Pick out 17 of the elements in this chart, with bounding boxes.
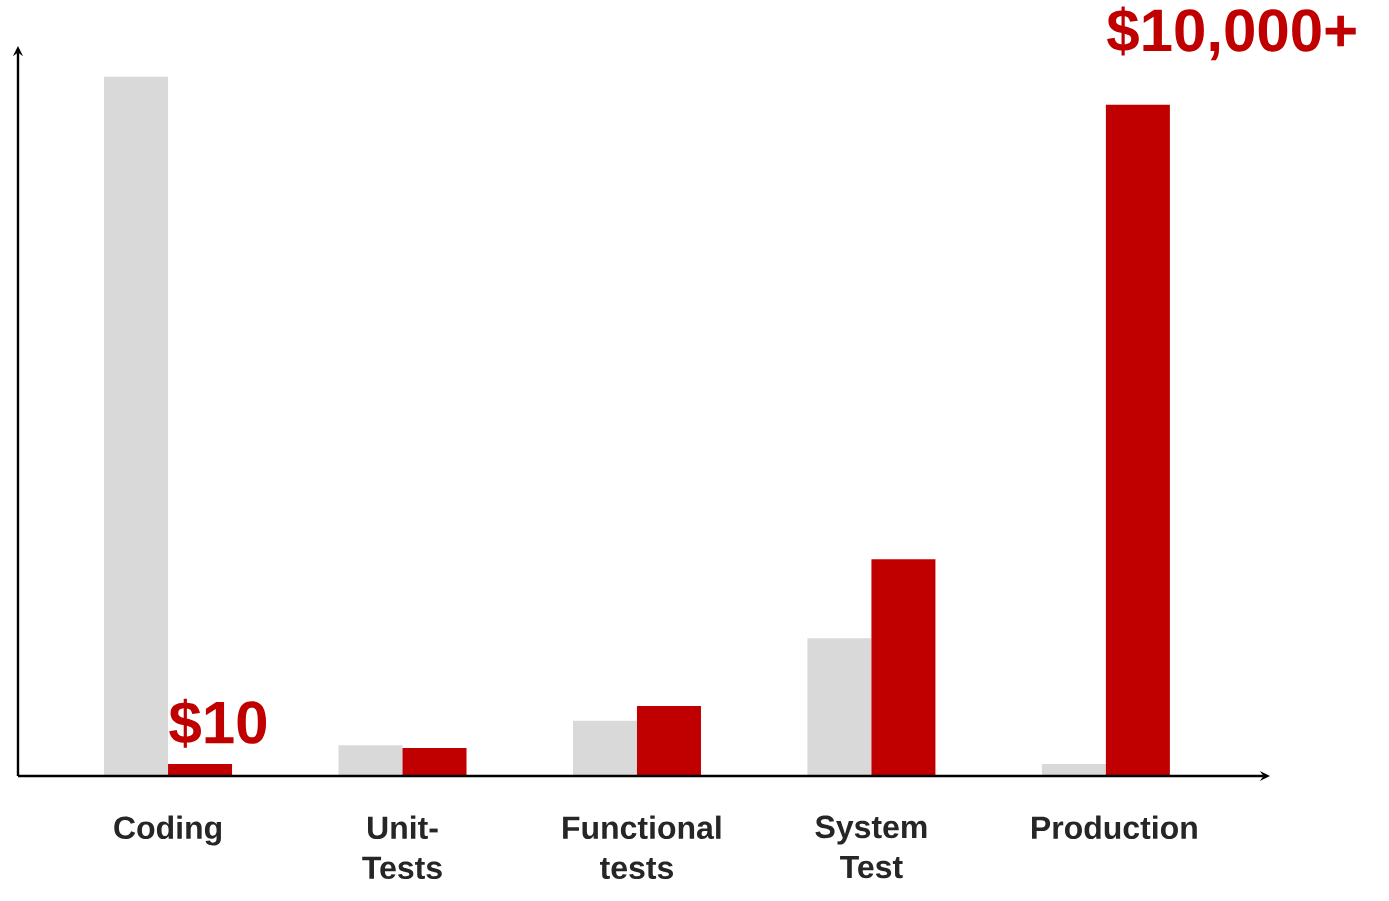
x-tick-label: Production — [1032, 815, 1197, 840]
x-tick-label: System Test — [815, 815, 927, 879]
bar — [636, 706, 701, 776]
bar — [807, 638, 872, 776]
x-tick-label: Unit-Tests — [362, 815, 442, 880]
bar — [104, 76, 169, 776]
annotation: $10,000+ — [1107, 6, 1356, 61]
annotation: $10 — [169, 698, 267, 748]
bar — [168, 764, 233, 776]
bar — [871, 559, 936, 776]
bar — [402, 748, 467, 776]
bar — [338, 745, 403, 776]
x-tick-label: Coding — [114, 815, 222, 846]
bar — [1105, 104, 1170, 776]
bar — [1041, 764, 1106, 776]
bar — [572, 720, 637, 776]
x-tick-label: Functional tests — [563, 815, 721, 880]
